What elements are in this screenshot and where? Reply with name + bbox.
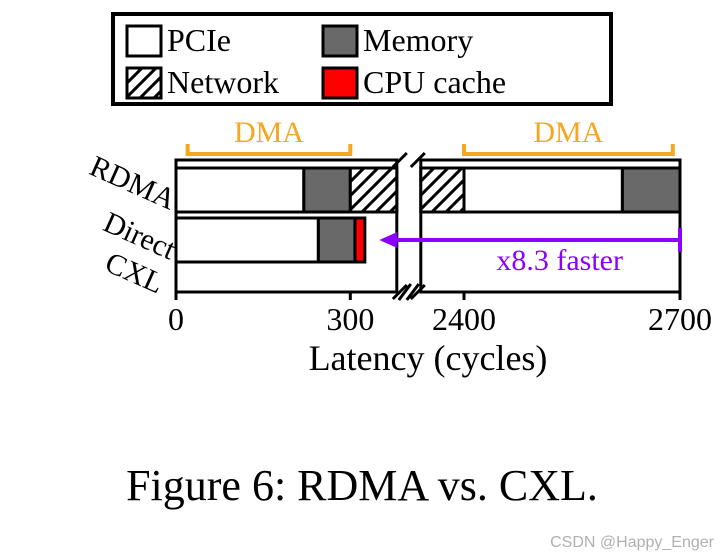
svg-text:Latency (cycles): Latency (cycles) bbox=[309, 338, 548, 378]
svg-text:300: 300 bbox=[326, 301, 374, 337]
svg-text:PCIe: PCIe bbox=[167, 22, 231, 58]
watermark-text: CSDN @Happy_Enger bbox=[550, 534, 714, 552]
svg-text:Memory: Memory bbox=[363, 22, 473, 58]
svg-text:x8.3 faster: x8.3 faster bbox=[496, 244, 623, 277]
svg-text:Network: Network bbox=[167, 64, 279, 100]
svg-text:DMA: DMA bbox=[533, 116, 603, 149]
svg-text:CPU cache: CPU cache bbox=[363, 64, 506, 100]
svg-text:DMA: DMA bbox=[234, 116, 304, 149]
svg-text:2700: 2700 bbox=[648, 301, 712, 337]
svg-text:0: 0 bbox=[168, 301, 184, 337]
svg-text:2400: 2400 bbox=[432, 301, 496, 337]
svg-text:RDMA: RDMA bbox=[85, 150, 181, 217]
figure-caption: Figure 6: RDMA vs. CXL. bbox=[0, 460, 724, 511]
rdma-vs-cxl-chart: PCIe Memory Network CPU cache DMA DMA x8.3 fas… bbox=[0, 0, 724, 440]
